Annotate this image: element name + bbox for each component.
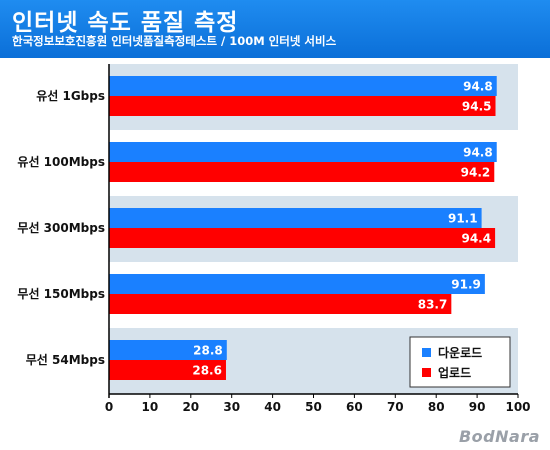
chart-title: 인터넷 속도 품질 측정 — [12, 10, 239, 36]
category-label: 유선 1Gbps — [36, 88, 105, 103]
x-tick-label: 10 — [142, 400, 159, 414]
chart-subtitle: 한국정보보호진흥원 인터넷품질측정테스트 / 100M 인터넷 서비스 — [12, 34, 337, 48]
legend-box — [409, 336, 511, 388]
bar-value-label: 94.4 — [461, 232, 491, 246]
x-tick-label: 60 — [346, 400, 363, 414]
upload-bar — [109, 360, 226, 380]
x-tick-label: 80 — [428, 400, 445, 414]
category-label: 유선 100Mbps — [17, 154, 105, 169]
upload-bar — [109, 228, 496, 248]
x-tick-label: 0 — [105, 400, 113, 414]
x-tick-label: 20 — [182, 400, 199, 414]
legend-label: 업로드 — [438, 366, 471, 380]
chart-header: 인터넷 속도 품질 측정 한국정보보호진흥원 인터넷품질측정테스트 / 100M… — [0, 0, 550, 58]
bar-value-label: 83.7 — [418, 298, 448, 312]
category-label: 무선 300Mbps — [17, 220, 105, 235]
download-bar — [109, 142, 497, 162]
bar-value-label: 28.8 — [193, 344, 223, 358]
x-tick-label: 100 — [505, 400, 530, 414]
category-label: 무선 150Mbps — [17, 286, 105, 301]
upload-bar — [109, 294, 452, 314]
category-label: 무선 54Mbps — [26, 352, 105, 367]
bar-value-label: 91.9 — [451, 278, 481, 292]
bar-value-label: 94.5 — [462, 100, 492, 114]
x-tick-label: 30 — [223, 400, 240, 414]
download-bar — [109, 76, 497, 96]
bar-value-label: 91.1 — [448, 212, 478, 226]
watermark-logo: BodNara — [458, 427, 540, 446]
download-bar — [109, 340, 227, 360]
legend-swatch — [422, 368, 431, 377]
x-tick-label: 40 — [264, 400, 281, 414]
download-bar — [109, 208, 482, 228]
bar-value-label: 94.2 — [461, 166, 491, 180]
bar-value-label: 28.6 — [192, 364, 222, 378]
x-tick-label: 90 — [469, 400, 486, 414]
bar-value-label: 94.8 — [463, 80, 493, 94]
bar-value-label: 94.8 — [463, 146, 493, 160]
x-tick-label: 70 — [387, 400, 404, 414]
legend-swatch — [422, 348, 431, 357]
upload-bar — [109, 162, 495, 182]
upload-bar — [109, 96, 496, 116]
legend-label: 다운로드 — [438, 345, 482, 360]
download-bar — [109, 274, 485, 294]
x-tick-label: 50 — [305, 400, 322, 414]
